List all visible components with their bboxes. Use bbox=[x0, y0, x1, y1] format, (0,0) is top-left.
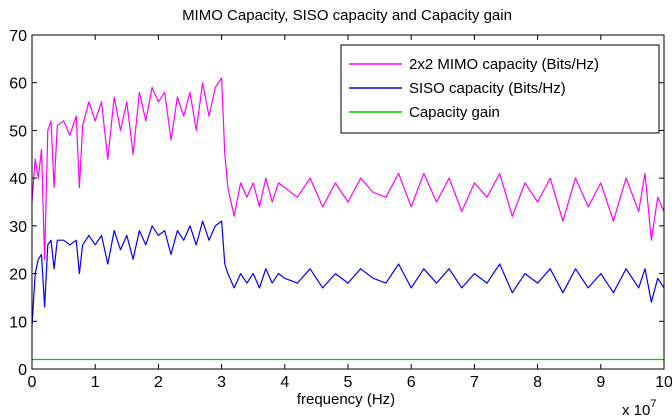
x-tick-label-2: 2 bbox=[154, 374, 163, 391]
legend-box bbox=[340, 44, 660, 134]
y-tick-label-5: 50 bbox=[9, 123, 27, 140]
series-line-1 bbox=[31, 220, 665, 327]
x-tick-label-4: 4 bbox=[280, 374, 289, 391]
y-tick-label-3: 30 bbox=[9, 219, 27, 236]
y-tick-label-6: 60 bbox=[9, 76, 27, 93]
x-tick-label-7: 7 bbox=[470, 374, 479, 391]
chart-title: MIMO Capacity, SISO capacity and Capacit… bbox=[182, 7, 512, 24]
x-axis-label: frequency (Hz) bbox=[297, 391, 395, 408]
x-tick-label-6: 6 bbox=[407, 374, 416, 391]
x-tick-label-1: 1 bbox=[91, 374, 100, 391]
x-multiplier-exponent: 7 bbox=[650, 398, 656, 410]
y-tick-label-7: 70 bbox=[9, 28, 27, 45]
tick-labels-layer: 0 1 2 3 4 5 6 7 8 9 10 0 10 20 30 40 50 60 70 bbox=[9, 28, 672, 391]
legend-label-1: SISO capacity (Bits/Hz) bbox=[409, 80, 566, 97]
series-line-0 bbox=[31, 77, 665, 260]
legend-label-0: 2x2 MIMO capacity (Bits/Hz) bbox=[409, 56, 599, 73]
series-layer bbox=[31, 77, 665, 361]
legend-items: 2x2 MIMO capacity (Bits/Hz) SISO capacity… bbox=[349, 56, 599, 121]
y-tick-label-2: 20 bbox=[9, 267, 27, 284]
legend-label-2: Capacity gain bbox=[409, 104, 500, 121]
x-tick-label-0: 0 bbox=[28, 374, 37, 391]
x-tick-label-3: 3 bbox=[217, 374, 226, 391]
x-tick-label-8: 8 bbox=[533, 374, 542, 391]
x-multiplier: x 107 bbox=[622, 398, 656, 419]
y-tick-label-1: 10 bbox=[9, 314, 27, 331]
y-tick-label-4: 40 bbox=[9, 171, 27, 188]
x-tick-label-9: 9 bbox=[596, 374, 605, 391]
x-tick-label-5: 5 bbox=[344, 374, 353, 391]
legend: 2x2 MIMO capacity (Bits/Hz) SISO capacity… bbox=[340, 44, 660, 134]
x-multiplier-base: x 10 bbox=[622, 402, 650, 419]
x-tick-label-10: 10 bbox=[655, 374, 672, 391]
ticks-layer bbox=[31, 34, 665, 370]
y-tick-label-0: 0 bbox=[18, 362, 27, 379]
